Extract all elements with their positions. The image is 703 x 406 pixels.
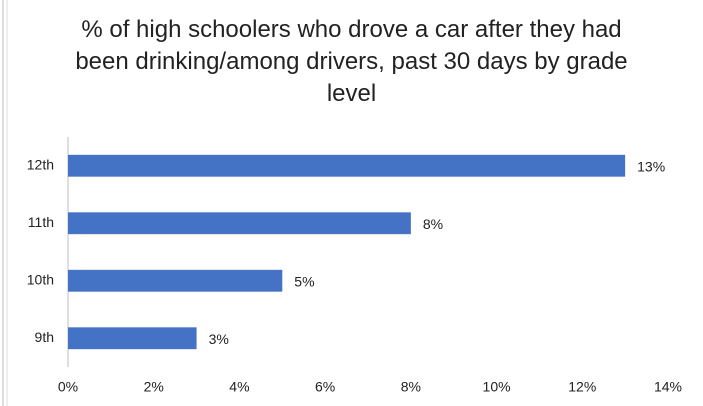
x-tick-label: 14% <box>654 379 682 395</box>
data-label: 5% <box>294 273 314 289</box>
bar <box>68 327 197 350</box>
y-tick-label: 10th <box>27 271 54 287</box>
x-tick-label: 10% <box>483 379 511 395</box>
bar <box>68 269 283 292</box>
x-tick-label: 12% <box>568 379 596 395</box>
chart-title: % of high schoolers who drove a car afte… <box>75 16 628 107</box>
bar <box>68 212 411 235</box>
y-tick-label: 11th <box>28 214 54 230</box>
bar <box>68 154 626 177</box>
data-label: 3% <box>209 331 229 347</box>
data-label: 13% <box>637 158 665 174</box>
x-tick-label: 2% <box>144 379 164 395</box>
x-tick-label: 4% <box>229 379 249 395</box>
x-tick-label: 8% <box>401 379 421 395</box>
y-tick-label: 9th <box>35 329 54 345</box>
data-label: 8% <box>423 216 443 232</box>
x-tick-label: 6% <box>315 379 335 395</box>
y-tick-label: 12th <box>27 156 54 172</box>
x-tick-label: 0% <box>58 379 78 395</box>
